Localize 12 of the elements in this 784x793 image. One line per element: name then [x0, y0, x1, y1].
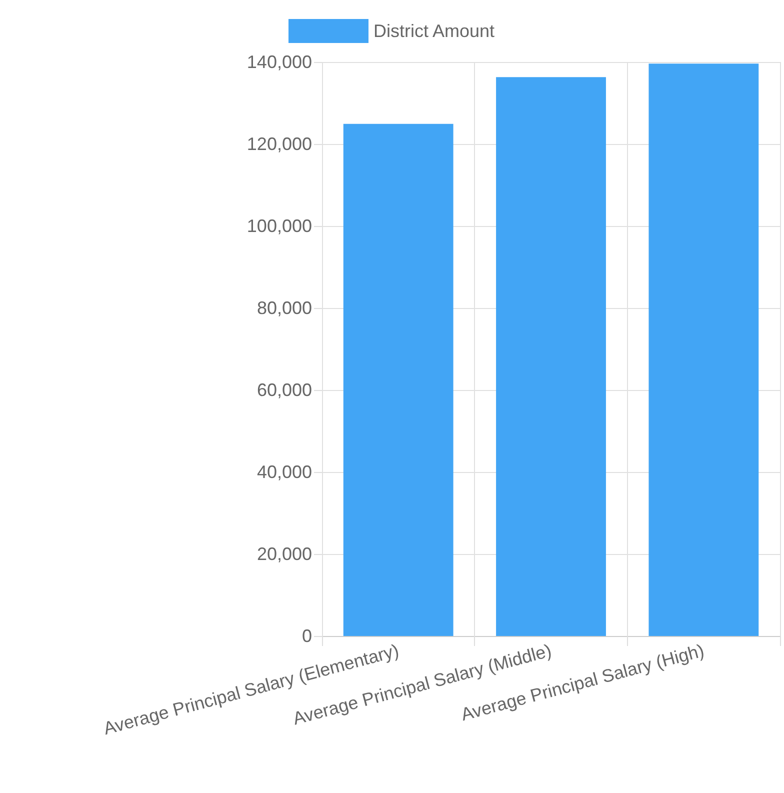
y-tick-label: 40,000: [256, 462, 312, 482]
y-tick-label: 140,000: [246, 52, 312, 72]
y-tick-label: 0: [302, 626, 312, 646]
y-tick-label: 20,000: [256, 544, 312, 564]
y-tick-label: 80,000: [256, 298, 312, 318]
y-tick-label: 100,000: [246, 216, 312, 236]
legend-label: District Amount: [373, 21, 495, 41]
bar: [496, 77, 606, 636]
bar: [343, 124, 454, 636]
y-tick-label: 120,000: [246, 134, 312, 154]
y-tick-label: 60,000: [256, 380, 312, 400]
bar: [648, 64, 759, 636]
